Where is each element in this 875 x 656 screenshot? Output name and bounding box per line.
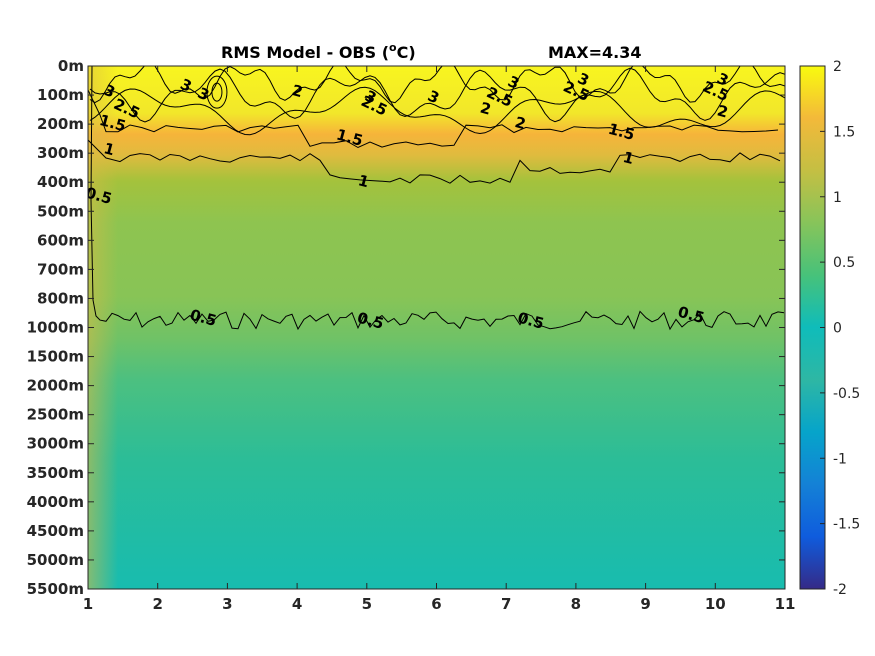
max-label: MAX=4.34 (548, 43, 642, 62)
colorbar-tick-label: -1 (833, 451, 847, 467)
y-tick-label: 4500m (27, 522, 84, 540)
y-tick-label: 100m (37, 86, 84, 104)
colorbar-tick-label: 0 (833, 321, 842, 337)
y-tick-label: 800m (37, 289, 84, 307)
y-tick-label: 4000m (27, 493, 84, 511)
contour-loop (206, 75, 228, 109)
contour-label: 1 (621, 148, 636, 168)
contour-loop-inner (211, 82, 223, 102)
contour-line-1 (88, 139, 781, 184)
contour-label: 2 (513, 113, 528, 133)
contour-label: 2 (715, 101, 730, 121)
contour-line-3 (89, 66, 785, 104)
y-tick-label: 2500m (27, 406, 84, 424)
x-tick-label: 2 (152, 595, 162, 613)
y-tick-label: 700m (37, 260, 84, 278)
y-tick-label: 600m (37, 231, 84, 249)
y-tick-label: 300m (37, 144, 84, 162)
contour-line-0.5 (90, 66, 785, 331)
y-tick-label: 3500m (27, 464, 84, 482)
colorbar-tick-label: 1.5 (833, 124, 855, 140)
y-tick-label: 3000m (27, 435, 84, 453)
x-tick-label: 10 (705, 595, 726, 613)
y-axis: 0m 100m 200m 300m 400m 500m 600m 700m 800m 1000m 1… (27, 57, 785, 598)
colorbar-tick-label: 1 (833, 190, 842, 206)
colorbar-axis: 2 1.5 1 0.5 0 -0.5 -1 -1.5 -2 (820, 59, 860, 598)
colorbar-tick-label: -2 (833, 582, 847, 598)
colorbar-tick-label: -0.5 (833, 386, 860, 402)
contour-line-2.5 (89, 67, 785, 123)
x-tick-label: 9 (640, 595, 650, 613)
y-tick-label: 1000m (27, 319, 84, 337)
contour-label: 1 (102, 139, 117, 159)
x-tick-label: 8 (571, 595, 581, 613)
x-tick-label: 5 (362, 595, 372, 613)
x-tick-label: 3 (222, 595, 232, 613)
x-tick-label: 1 (83, 595, 93, 613)
contour-label: 2 (290, 81, 305, 101)
y-tick-label: 2000m (27, 377, 84, 395)
x-tick-label: 7 (501, 595, 511, 613)
y-tick-label: 500m (37, 202, 84, 220)
contour-label: 2 (478, 99, 493, 119)
colorbar-tick-label: 2 (833, 59, 842, 75)
contour-line-2 (89, 86, 785, 136)
contour-lines (88, 66, 785, 331)
contour-line-1.5 (88, 89, 779, 149)
contour-label: 1 (356, 171, 371, 191)
x-tick-label: 11 (775, 595, 796, 613)
chart-title: RMS Model - OBS (oC) (221, 41, 416, 62)
colorbar-tick-label: 0.5 (833, 255, 855, 271)
x-tick-label: 4 (292, 595, 302, 613)
y-tick-label: 5500m (27, 580, 84, 598)
heatmap-background (88, 66, 785, 589)
x-axis: 1 2 3 4 5 6 7 8 9 10 11 (83, 66, 796, 613)
y-tick-label: 5000m (27, 551, 84, 569)
colorbar-tick-label: -1.5 (833, 517, 860, 533)
x-tick-label: 6 (431, 595, 441, 613)
y-tick-label: 400m (37, 173, 84, 191)
y-tick-label: 1500m (27, 348, 84, 366)
y-tick-label: 200m (37, 115, 84, 133)
y-tick-label: 0m (58, 57, 84, 75)
